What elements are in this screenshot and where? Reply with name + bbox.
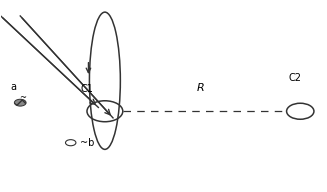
Circle shape (14, 99, 26, 106)
Text: ~: ~ (19, 93, 26, 102)
Text: C2: C2 (288, 73, 301, 83)
Text: ~b: ~b (80, 138, 94, 148)
Text: a: a (10, 82, 16, 92)
Text: C1: C1 (80, 84, 94, 94)
Text: R: R (197, 83, 205, 93)
